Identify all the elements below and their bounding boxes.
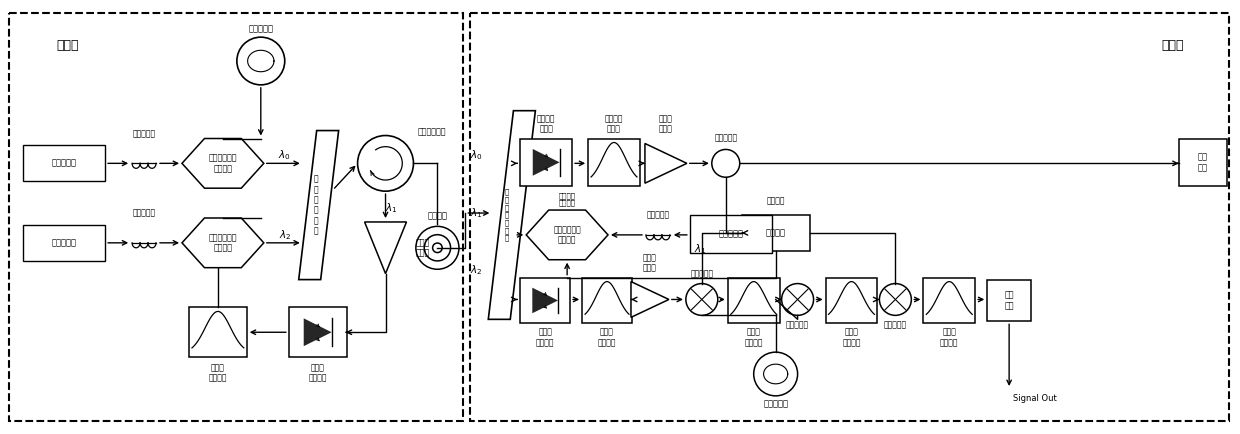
Text: 第六带
通滤波器: 第六带 通滤波器 bbox=[940, 328, 959, 347]
FancyBboxPatch shape bbox=[10, 13, 464, 421]
Text: 偏振控制器: 偏振控制器 bbox=[646, 210, 670, 220]
Text: 第二带
通滤波器: 第二带 通滤波器 bbox=[208, 363, 227, 383]
Text: 第二马赫曾德
尔调制器: 第二马赫曾德 尔调制器 bbox=[553, 225, 582, 245]
Text: 中心站: 中心站 bbox=[56, 39, 79, 52]
Text: 第四带
通滤波器: 第四带 通滤波器 bbox=[744, 328, 763, 347]
Text: 二分
频器: 二分 频器 bbox=[1004, 291, 1014, 310]
Circle shape bbox=[433, 243, 443, 253]
Text: 第三光
电探测器: 第三光 电探测器 bbox=[536, 328, 554, 347]
Circle shape bbox=[357, 135, 413, 191]
Polygon shape bbox=[304, 319, 331, 346]
Text: 偏振控制器: 偏振控制器 bbox=[133, 208, 156, 217]
FancyBboxPatch shape bbox=[521, 138, 572, 186]
Text: $\lambda_1$: $\lambda_1$ bbox=[470, 206, 482, 220]
Circle shape bbox=[712, 149, 740, 177]
FancyBboxPatch shape bbox=[728, 278, 780, 323]
Polygon shape bbox=[532, 288, 558, 313]
Text: 第一功分器: 第一功分器 bbox=[714, 133, 738, 142]
Text: 第
一
波
分
复
用
器: 第 一 波 分 复 用 器 bbox=[505, 189, 510, 241]
Circle shape bbox=[754, 352, 797, 396]
Text: 第三激光源: 第三激光源 bbox=[52, 238, 77, 247]
Circle shape bbox=[781, 283, 813, 316]
FancyBboxPatch shape bbox=[742, 215, 810, 251]
Text: $\lambda_1$: $\lambda_1$ bbox=[693, 242, 706, 256]
FancyBboxPatch shape bbox=[582, 278, 632, 323]
Text: 微波信号源: 微波信号源 bbox=[248, 25, 273, 34]
FancyBboxPatch shape bbox=[689, 215, 771, 253]
Circle shape bbox=[237, 37, 285, 85]
Text: 第一带通
滤波器: 第一带通 滤波器 bbox=[605, 114, 624, 133]
Text: Signal Out: Signal Out bbox=[1013, 395, 1056, 403]
FancyBboxPatch shape bbox=[1179, 138, 1226, 186]
Text: 偏振控制器: 偏振控制器 bbox=[133, 129, 156, 138]
Text: 第五带
通滤波器: 第五带 通滤波器 bbox=[842, 328, 861, 347]
Text: 第二混频器: 第二混频器 bbox=[786, 321, 810, 330]
Text: $\lambda_1$: $\lambda_1$ bbox=[386, 201, 398, 215]
Text: 第一马赫曾德
尔调制器: 第一马赫曾德 尔调制器 bbox=[208, 154, 237, 173]
Polygon shape bbox=[631, 282, 668, 317]
FancyBboxPatch shape bbox=[470, 13, 1229, 421]
Text: 第一电
放大器: 第一电 放大器 bbox=[658, 114, 673, 133]
Text: 三倍频器: 三倍频器 bbox=[766, 197, 785, 206]
Circle shape bbox=[424, 235, 450, 261]
Text: 第三马赫曾德
尔调制器: 第三马赫曾德 尔调制器 bbox=[208, 233, 237, 253]
Text: 稀
疏
分
波
一
器: 稀 疏 分 波 一 器 bbox=[314, 174, 317, 236]
Text: 二分
频器: 二分 频器 bbox=[1198, 153, 1208, 172]
Polygon shape bbox=[489, 111, 536, 319]
Circle shape bbox=[415, 227, 459, 269]
Text: $\lambda_2$: $\lambda_2$ bbox=[470, 263, 482, 276]
FancyBboxPatch shape bbox=[924, 278, 975, 323]
Circle shape bbox=[879, 283, 911, 316]
Text: 基频信号源: 基频信号源 bbox=[763, 399, 789, 408]
FancyBboxPatch shape bbox=[24, 225, 105, 261]
Text: $\lambda_0$: $\lambda_0$ bbox=[470, 148, 482, 162]
Text: 偏振控制
尔调制器: 偏振控制 尔调制器 bbox=[558, 192, 575, 206]
Polygon shape bbox=[533, 149, 559, 176]
Polygon shape bbox=[365, 222, 407, 273]
Text: 三倍频器: 三倍频器 bbox=[765, 228, 786, 237]
Circle shape bbox=[686, 283, 718, 316]
Text: 第三混频器: 第三混频器 bbox=[884, 321, 906, 330]
Text: 接收端: 接收端 bbox=[1161, 39, 1184, 52]
FancyBboxPatch shape bbox=[188, 307, 247, 357]
Text: $\lambda_2$: $\lambda_2$ bbox=[279, 228, 291, 242]
FancyBboxPatch shape bbox=[826, 278, 878, 323]
Text: 第一光
放大器: 第一光 放大器 bbox=[415, 238, 430, 257]
FancyBboxPatch shape bbox=[521, 278, 570, 323]
FancyBboxPatch shape bbox=[987, 279, 1032, 321]
Text: 第二电
放大器: 第二电 放大器 bbox=[644, 253, 657, 273]
Text: 第二光
电探测器: 第二光 电探测器 bbox=[309, 363, 327, 383]
Text: 第三带
通滤波器: 第三带 通滤波器 bbox=[598, 328, 616, 347]
Text: 第一激光源: 第一激光源 bbox=[52, 159, 77, 168]
FancyBboxPatch shape bbox=[24, 145, 105, 181]
Text: 第一光环行器: 第一光环行器 bbox=[418, 127, 446, 136]
Polygon shape bbox=[299, 131, 339, 279]
Text: $\lambda_0$: $\lambda_0$ bbox=[279, 148, 291, 162]
Text: 第一光电
探测器: 第一光电 探测器 bbox=[537, 114, 556, 133]
Text: 单模光纤: 单模光纤 bbox=[428, 211, 448, 220]
Polygon shape bbox=[182, 218, 264, 268]
Polygon shape bbox=[182, 138, 264, 188]
Text: 第一混频器: 第一混频器 bbox=[691, 269, 713, 278]
FancyBboxPatch shape bbox=[289, 307, 347, 357]
FancyBboxPatch shape bbox=[588, 138, 640, 186]
Polygon shape bbox=[526, 210, 608, 260]
Text: 第二激光源: 第二激光源 bbox=[718, 230, 743, 238]
Polygon shape bbox=[645, 144, 687, 183]
